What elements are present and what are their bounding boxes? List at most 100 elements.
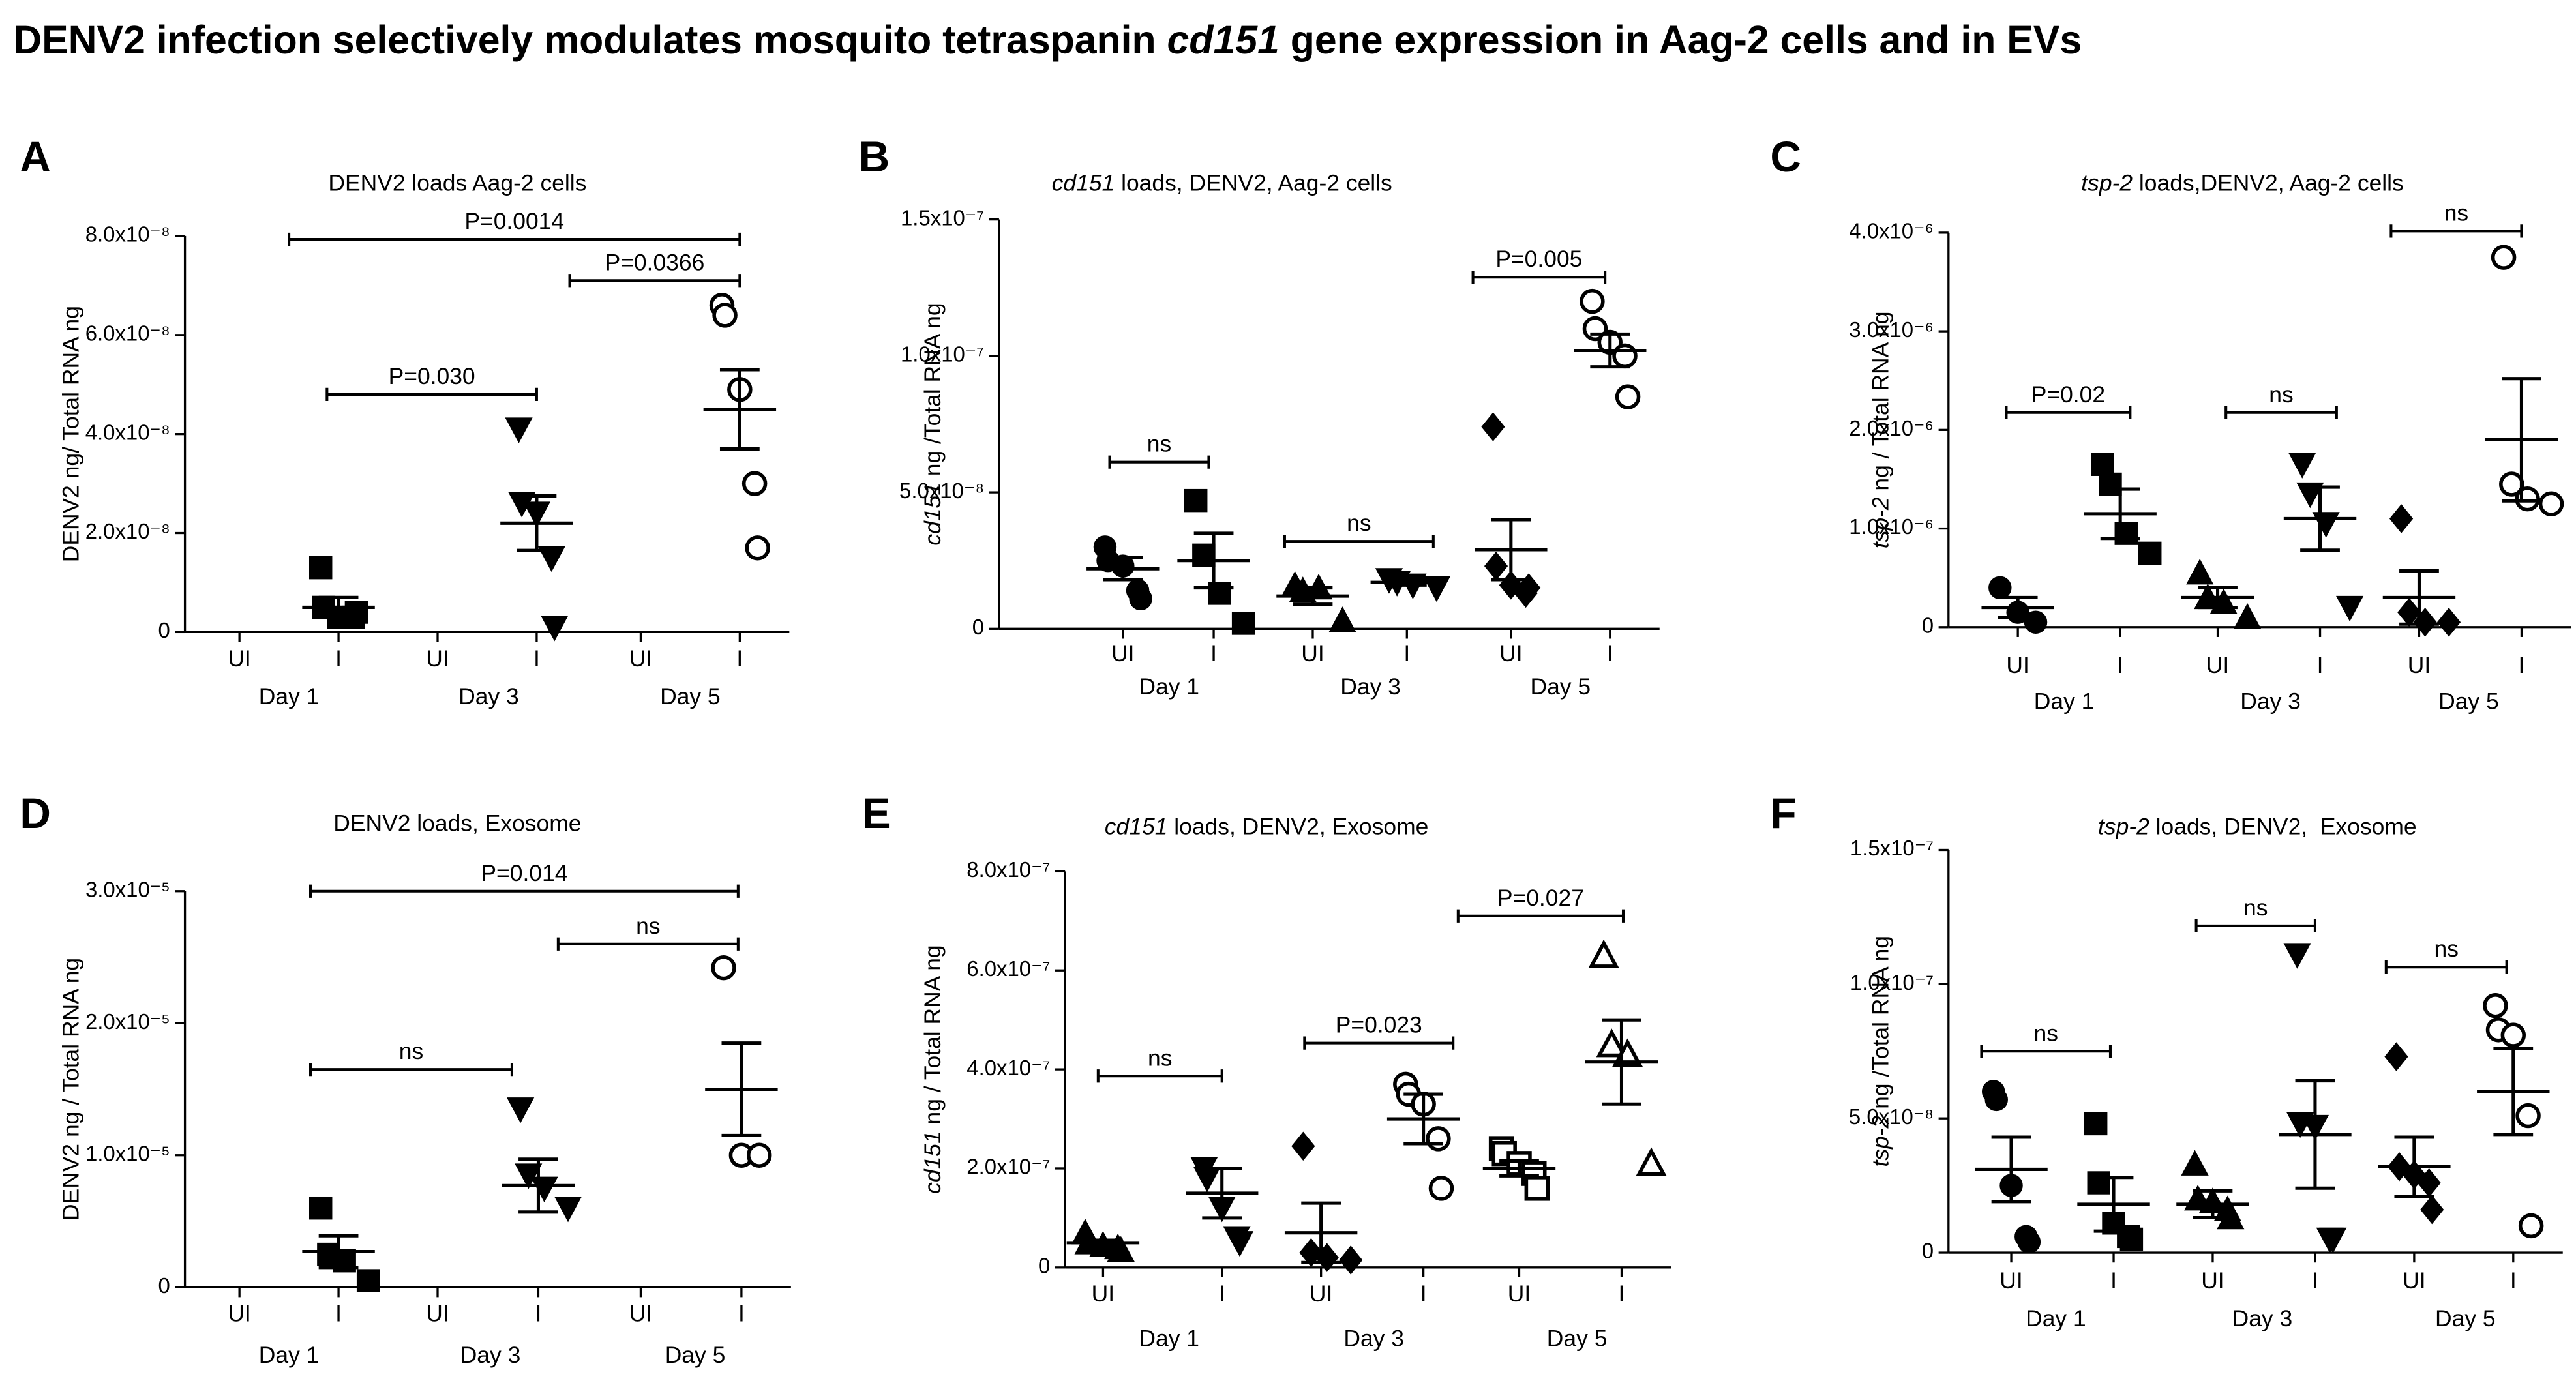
data-point	[515, 1163, 543, 1189]
x-tick-label: I	[736, 646, 743, 672]
comparison-bracket	[308, 1062, 513, 1077]
x-tick-label: UI	[426, 1301, 449, 1327]
x-tick-label: UI	[2206, 652, 2229, 678]
x-tick-label: UI	[1310, 1281, 1332, 1307]
comparison-label: ns	[2269, 381, 2293, 408]
group-label: Day 3	[1343, 1326, 1404, 1352]
comparison-label: ns	[636, 913, 660, 939]
y-tick-label: 4.0x10⁻⁶	[1849, 219, 1934, 243]
data-point	[506, 1097, 535, 1123]
y-tick-label: 8.0x10⁻⁸	[85, 222, 170, 246]
panel-title: DENV2 loads Aag-2 cells	[328, 170, 586, 196]
x-tick-label: UI	[1999, 1268, 2022, 1294]
data-point	[1291, 1131, 1315, 1161]
data-point	[2515, 1103, 2541, 1129]
group-label: Day 3	[2240, 689, 2301, 715]
text-part: DENV2 infection selectively modulates mo…	[13, 18, 1167, 62]
x-tick-label: I	[738, 1301, 745, 1327]
data-point	[1580, 288, 1605, 314]
sem-bar	[518, 1157, 558, 1214]
group-label: Day 5	[2435, 1305, 2496, 1331]
comparison-bracket	[2384, 960, 2508, 974]
comparison-label: ns	[399, 1038, 423, 1064]
data-point	[505, 417, 533, 443]
data-point	[2500, 1022, 2526, 1048]
sem-bar	[1602, 1018, 1641, 1106]
data-point	[1225, 1231, 1254, 1257]
data-point	[308, 1196, 333, 1220]
data-point	[1636, 1147, 1667, 1176]
text-part: tsp-2	[1868, 1115, 1894, 1167]
text-part: tsp-2	[1868, 497, 1894, 548]
text-part: cd151	[1105, 814, 1168, 840]
y-tick-label: 1.0x10⁻⁵	[85, 1141, 170, 1165]
y-tick-label: 1.0x10⁻⁶	[1849, 514, 1934, 539]
x-tick-label: UI	[426, 646, 449, 672]
y-tick-label: 2.0x10⁻⁵	[85, 1009, 170, 1034]
data-point	[1184, 488, 1208, 513]
data-point	[2186, 558, 2214, 585]
sem-bar	[1083, 1238, 1123, 1247]
data-point	[2296, 482, 2324, 509]
comparison-label: P=0.02	[2031, 381, 2105, 408]
sem-bar	[1590, 332, 1630, 369]
sem-bar	[2100, 487, 2140, 541]
y-tick-label: 5.0x10⁻⁸	[899, 479, 984, 503]
data-point	[745, 535, 770, 561]
sem-bar	[2193, 1189, 2233, 1220]
data-point	[1328, 606, 1356, 632]
comparison-bracket	[308, 884, 740, 898]
text-part: ng / Total RNA ng	[920, 945, 946, 1131]
data-point	[1612, 343, 1638, 369]
x-tick-label: I	[533, 646, 540, 672]
sem-bar	[1991, 1135, 2031, 1204]
comparison-bracket	[2389, 224, 2523, 238]
comparison-label: ns	[1147, 431, 1171, 457]
text-part: gene expression in Aag-2 cells and in EV…	[1280, 18, 2082, 62]
x-tick-label: UI	[2403, 1268, 2425, 1294]
data-point	[2384, 1042, 2408, 1071]
x-tick-label: UI	[2201, 1268, 2224, 1294]
comparison-label: ns	[2033, 1020, 2058, 1046]
data-point	[2518, 1213, 2544, 1239]
group-label: Day 1	[1139, 674, 1199, 700]
text-part: DENV2 loads, Exosome	[333, 810, 581, 837]
x-tick-label: UI	[228, 646, 250, 672]
comparison-label: P=0.014	[481, 860, 567, 886]
comparison-bracket	[568, 274, 741, 288]
sem-bar	[1403, 1092, 1444, 1146]
y-tick-label: 1.0x10⁻⁷	[1850, 970, 1934, 994]
panel-title: cd151 loads, DENV2, Aag-2 cells	[1052, 170, 1392, 196]
y-tick-label: 2.0x10⁻⁸	[85, 519, 170, 543]
comparison-label: ns	[2444, 200, 2468, 226]
x-tick-label: I	[2117, 652, 2123, 678]
y-tick-label: 5.0x10⁻⁸	[1849, 1105, 1934, 1129]
data-point	[1481, 412, 1505, 441]
data-point	[2283, 943, 2311, 969]
text-part: ng /Total RNA ng	[920, 303, 946, 483]
text-part: cd151	[1167, 18, 1280, 62]
sem-bar	[1202, 1167, 1242, 1220]
y-axis-label: cd151 ng / Total RNA ng	[920, 945, 946, 1193]
y-axis-label: cd151 ng /Total RNA ng	[920, 303, 946, 545]
x-tick-label: UI	[1508, 1281, 1531, 1307]
data-point	[2389, 504, 2414, 533]
panel-letter: F	[1770, 789, 1796, 837]
data-point	[2181, 1150, 2209, 1176]
data-point	[1193, 1167, 1221, 1193]
y-tick-label: 3.0x10⁻⁶	[1849, 318, 1934, 342]
y-tick-label: 2.0x10⁻⁶	[1849, 416, 1934, 440]
text-part: loads, DENV2, Exosome	[1167, 814, 1428, 840]
x-tick-label: I	[535, 1301, 542, 1327]
comparison-bracket	[1980, 1045, 2112, 1058]
comparison-bracket	[288, 232, 741, 246]
x-tick-label: UI	[2408, 652, 2431, 678]
y-tick-label: 0	[1038, 1254, 1050, 1278]
data-point	[344, 601, 368, 624]
y-tick-label: 8.0x10⁻⁷	[966, 857, 1050, 882]
text-part: cd151	[1052, 170, 1115, 196]
comparison-bracket	[2194, 919, 2316, 933]
